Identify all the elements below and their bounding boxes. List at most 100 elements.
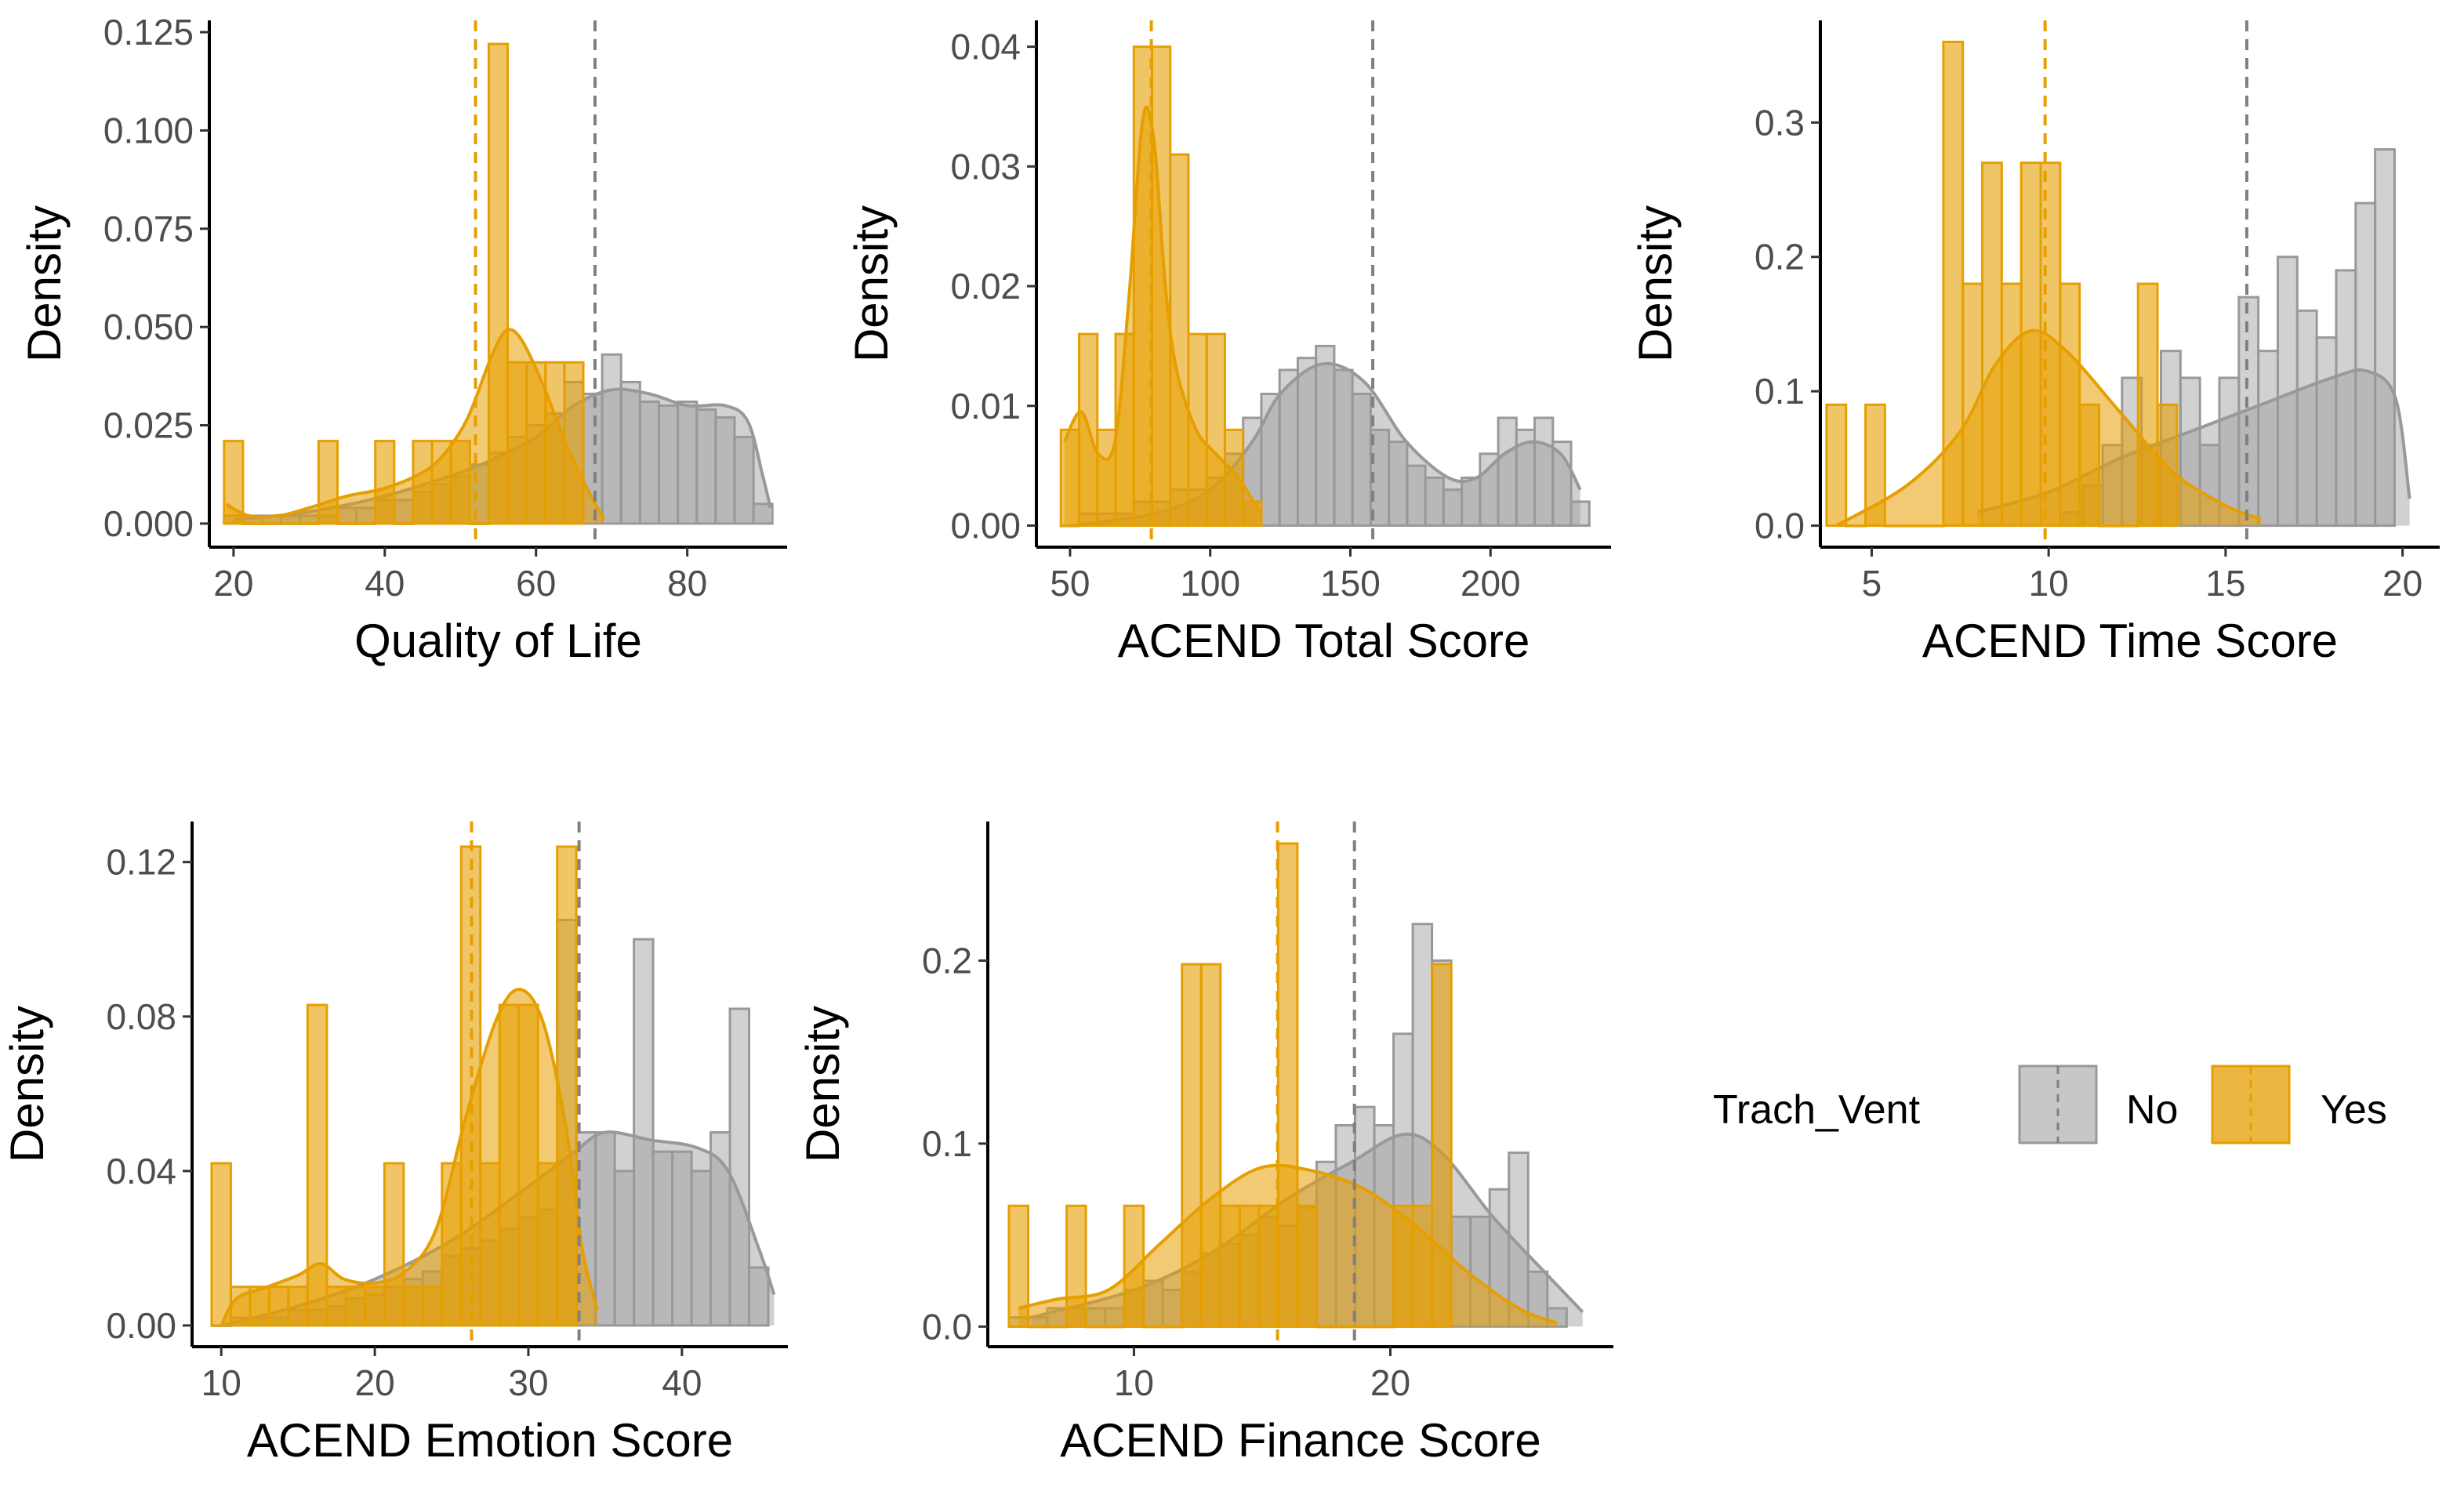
y-tick-label: 0.0: [1755, 506, 1805, 546]
histogram-bar: [2117, 524, 2139, 528]
x-tick-label: 20: [355, 1362, 395, 1403]
histogram-bar: [677, 400, 699, 525]
panel-5: 0.0 0.1 0.2 10 20 ACEND Finance Score Density: [797, 822, 1613, 1467]
y-tick-label: 0.08: [106, 996, 176, 1037]
histogram-bar: [1373, 1325, 1395, 1329]
histogram-bar: [1508, 1152, 1530, 1328]
x-axis-title: Quality of Life: [354, 615, 642, 667]
density-area: [226, 329, 604, 524]
y-tick-label: 0.02: [950, 266, 1021, 306]
x-tick-label: 20: [2382, 563, 2422, 604]
legend-label-no: No: [2126, 1087, 2178, 1133]
x-tick-label: 100: [1180, 563, 1240, 604]
x-tick-label: 40: [365, 563, 405, 604]
legend-title: Trach_Vent: [1713, 1087, 1921, 1133]
x-tick-label: 40: [662, 1362, 702, 1403]
x-tick-label: 80: [667, 563, 707, 604]
histogram-bar: [1334, 1325, 1356, 1329]
density-line: [220, 988, 600, 1326]
histogram-bar: [1825, 403, 1848, 528]
y-tick-label: 0.03: [950, 146, 1021, 187]
y-tick-label: 0.12: [106, 842, 176, 883]
y-axis-title: Density: [845, 205, 898, 362]
histogram-bar: [2098, 524, 2120, 528]
x-tick-label: 10: [201, 1362, 241, 1403]
y-axis-title: Density: [1629, 205, 1682, 362]
panel-1: 0.000 0.025 0.050 0.075 0.100 0.125 20 40 60 80 Qu…: [18, 12, 787, 667]
y-axis-title: Density: [1, 1006, 53, 1162]
histogram-bar: [1027, 1325, 1049, 1329]
histogram-bar: [1354, 1325, 1376, 1329]
series-yes: [1059, 45, 1263, 528]
histogram-bar: [752, 502, 774, 525]
legend-key-no: [2018, 1065, 2098, 1144]
y-tick-label: 0.000: [103, 503, 194, 544]
histogram-bar: [2354, 201, 2377, 528]
y-tick-label: 0.00: [106, 1305, 176, 1346]
density-line: [1835, 328, 2262, 528]
histogram-bar: [1046, 1325, 1069, 1329]
series-yes: [1825, 40, 2262, 528]
panel-2: 0.00 0.01 0.02 0.03 0.04 50 100 150 200 ACEND Tot…: [845, 20, 1611, 667]
series-yes: [210, 845, 600, 1327]
histogram-bar: [1922, 524, 1945, 528]
density-line: [1062, 105, 1262, 515]
density-area: [1064, 107, 1261, 526]
histogram-bar: [2374, 148, 2396, 528]
y-axis-title: Density: [797, 1006, 849, 1162]
histogram-bar: [651, 1150, 674, 1327]
panel-3: 0.0 0.1 0.2 0.3 5 10 15 20 ACEND Time Score Densi…: [1629, 20, 2440, 667]
histogram-bar: [733, 436, 755, 525]
x-tick-label: 30: [508, 1362, 548, 1403]
legend-key-yes: [2211, 1065, 2291, 1144]
x-axis-title: ACEND Emotion Score: [247, 1414, 733, 1467]
histogram-bar: [1315, 1325, 1337, 1329]
x-axis-title: ACEND Finance Score: [1060, 1414, 1541, 1467]
x-tick-label: 20: [1370, 1362, 1410, 1403]
histogram-bar: [1883, 524, 1906, 528]
histogram-bar: [1084, 1325, 1107, 1329]
density-area: [1018, 1165, 1558, 1327]
y-tick-label: 0.025: [103, 405, 194, 446]
histogram-bar: [695, 408, 717, 525]
legend-label-yes: Yes: [2321, 1087, 2387, 1133]
histogram-bar: [1845, 524, 1867, 528]
x-tick-label: 20: [213, 563, 253, 604]
density-area: [221, 989, 598, 1326]
histogram-bar: [1569, 500, 1591, 528]
x-tick-label: 50: [1050, 563, 1090, 604]
histogram-bar: [619, 380, 641, 525]
y-tick-label: 0.00: [950, 506, 1021, 546]
x-tick-label: 10: [1114, 1362, 1154, 1403]
histogram-bar: [1142, 1325, 1164, 1329]
histogram-bar: [728, 1007, 751, 1327]
density-area: [1836, 330, 2262, 526]
y-tick-label: 0.050: [103, 306, 194, 347]
y-tick-label: 0.2: [922, 940, 972, 981]
histogram-bar: [1903, 524, 1925, 528]
legend-swatch-yes: [2211, 1065, 2291, 1144]
series-yes: [1007, 842, 1558, 1329]
x-tick-label: 60: [516, 563, 556, 604]
legend-swatch-no: [2018, 1065, 2098, 1144]
histogram-bar: [1104, 1325, 1126, 1329]
histogram-bar: [210, 1162, 232, 1327]
density-line: [225, 328, 606, 520]
panel-4: 0.00 0.04 0.08 0.12 10 20 30 40 ACEND Emotion Sc…: [1, 822, 788, 1467]
density-line: [1018, 1163, 1558, 1325]
y-tick-label: 0.1: [1755, 371, 1805, 412]
y-tick-label: 0.2: [1755, 237, 1805, 277]
y-tick-label: 0.075: [103, 209, 194, 249]
x-tick-label: 5: [1862, 563, 1882, 604]
y-tick-label: 0.04: [950, 27, 1021, 67]
x-axis-title: ACEND Total Score: [1118, 615, 1530, 667]
x-tick-label: 10: [2029, 563, 2069, 604]
legend: Trach_Vent No Yes: [1713, 1065, 2387, 1144]
x-tick-label: 150: [1320, 563, 1381, 604]
series-yes: [223, 42, 606, 525]
y-tick-label: 0.0: [922, 1306, 972, 1347]
x-axis-title: ACEND Time Score: [1922, 615, 2338, 667]
histogram-bar: [638, 400, 660, 525]
histogram-bar: [748, 1266, 770, 1327]
